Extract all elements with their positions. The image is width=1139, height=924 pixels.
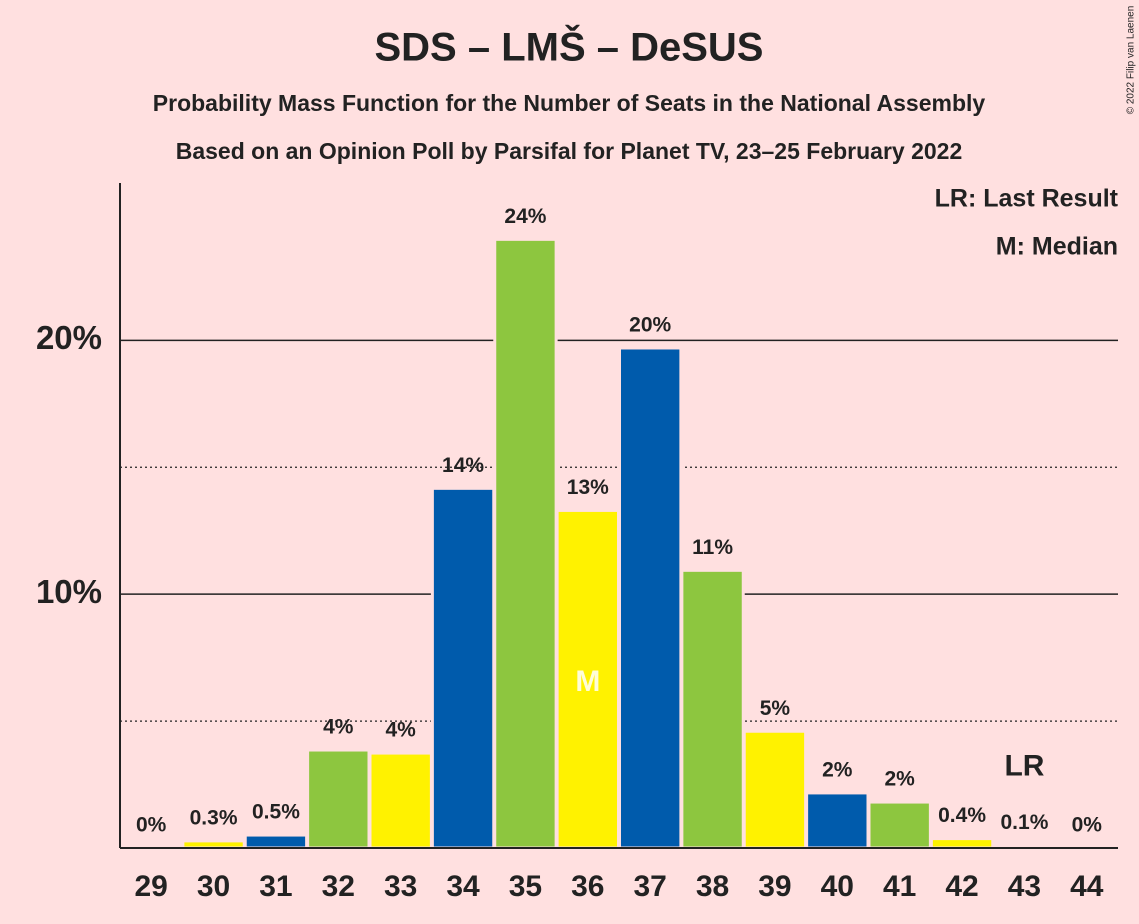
x-tick-label: 40 [821,870,854,903]
value-label: 0.1% [1001,811,1049,834]
x-tick-label: 43 [1008,870,1041,903]
last-result-marker: LR [1004,749,1044,782]
x-tick-label: 33 [384,870,417,903]
bar [805,791,870,850]
x-tick-label: 30 [197,870,230,903]
value-label: 5% [760,697,791,720]
y-tick-label: 10% [36,573,102,610]
bar [368,751,433,850]
value-label: 4% [323,716,354,739]
value-label: 2% [885,768,916,791]
value-label: 4% [386,719,417,742]
x-tick-label: 38 [696,870,729,903]
x-tick-label: 29 [135,870,168,903]
x-tick-label: 39 [758,870,791,903]
chart-subtitle: Probability Mass Function for the Number… [153,90,986,116]
value-label: 0.4% [938,804,986,827]
bar [243,833,309,850]
bar [929,837,995,850]
copyright: © 2022 Filip van Laenen [1126,6,1137,115]
x-tick-label: 32 [322,870,355,903]
x-tick-label: 34 [446,870,480,903]
legend-entry: LR: Last Result [935,185,1119,213]
bar [618,346,683,850]
value-label: 20% [629,314,671,337]
bar [306,748,371,850]
value-label: 0% [136,814,167,837]
x-tick-label: 37 [634,870,667,903]
median-marker: M [575,665,600,698]
x-tick-label: 41 [883,870,916,903]
chart-title: SDS – LMŠ – DeSUS [374,24,763,70]
value-label: 14% [442,454,484,477]
bar [181,839,246,850]
bar [430,486,496,850]
x-tick-label: 31 [259,870,292,903]
legend-entry: M: Median [996,233,1118,261]
chart-subtitle: Based on an Opinion Poll by Parsifal for… [176,138,963,164]
x-tick-label: 42 [945,870,978,903]
y-tick-label: 20% [36,319,102,356]
bar [867,800,932,850]
value-label: 0.3% [190,806,238,829]
value-label: 24% [504,205,546,228]
value-label: 0.5% [252,801,300,824]
bar [493,237,558,850]
value-label: 11% [692,536,733,559]
value-label: 0% [1072,814,1103,837]
value-label: 13% [567,476,609,499]
bar [680,568,745,850]
x-tick-label: 36 [571,870,604,903]
x-tick-label: 35 [509,870,542,903]
value-label: 2% [822,758,853,781]
x-tick-label: 44 [1070,870,1104,903]
bar [742,729,808,850]
